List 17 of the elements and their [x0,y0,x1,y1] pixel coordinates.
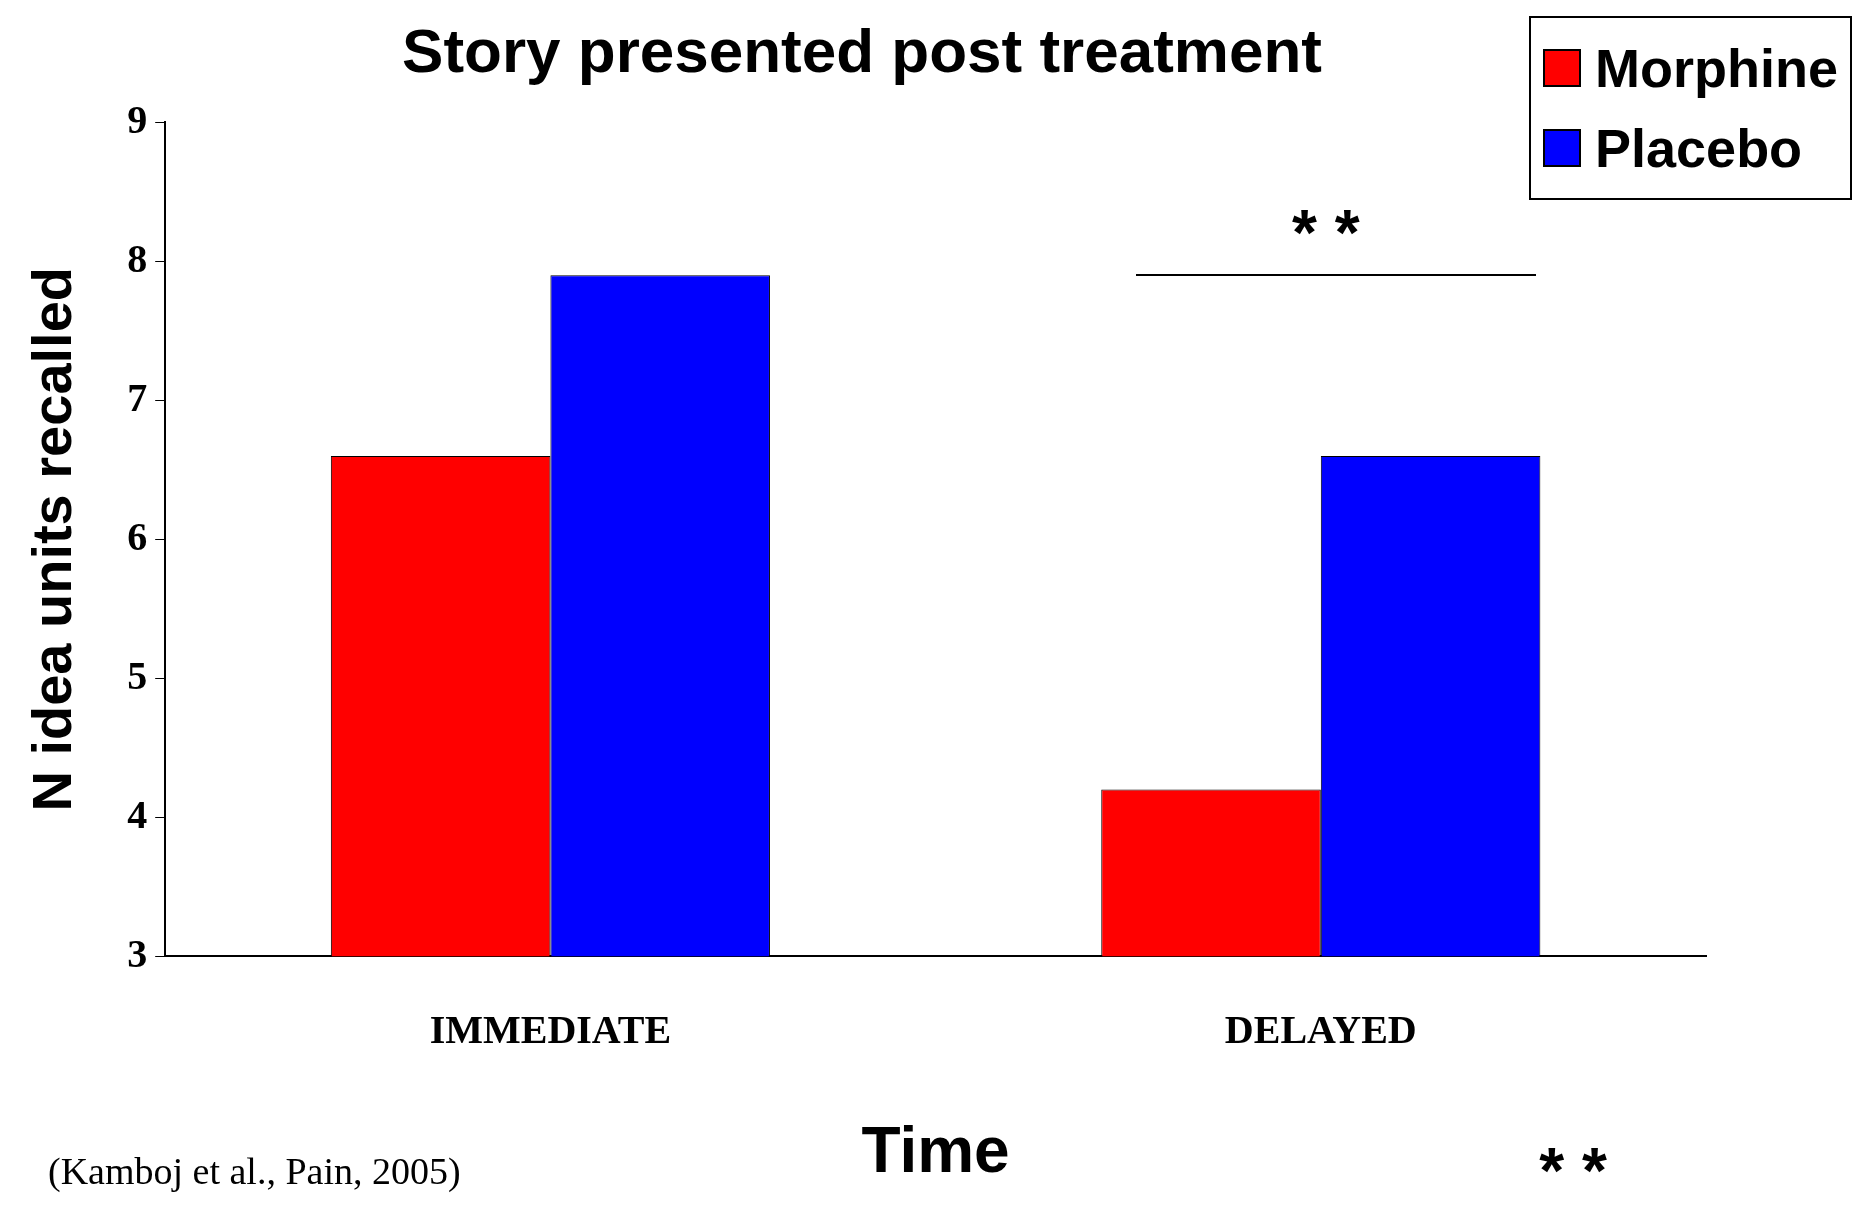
legend-label: Placebo [1595,117,1803,180]
y-tick-label: 6 [127,513,148,559]
y-axis-title: N idea units recalled [20,266,84,812]
x-tick-label: IMMEDIATE [429,1006,672,1052]
x-axis-title: Time [861,1114,1010,1187]
y-tick-label: 8 [127,235,148,281]
y-tick-label: 7 [127,374,148,420]
text: * * [1539,1134,1607,1205]
y-tick-label: 5 [127,652,148,698]
y-tick-label: 4 [127,791,148,837]
x-tick-label: DELAYED [1224,1006,1417,1052]
annotation: * * [1292,196,1360,269]
chart-title: Story presented post treatment [402,16,1322,86]
legend-label: Morphine [1595,37,1838,100]
y-tick-label: 3 [127,930,148,976]
text: (Kamboj et al., Pain, 2005) [48,1149,461,1193]
y-tick-label: 9 [127,96,148,142]
